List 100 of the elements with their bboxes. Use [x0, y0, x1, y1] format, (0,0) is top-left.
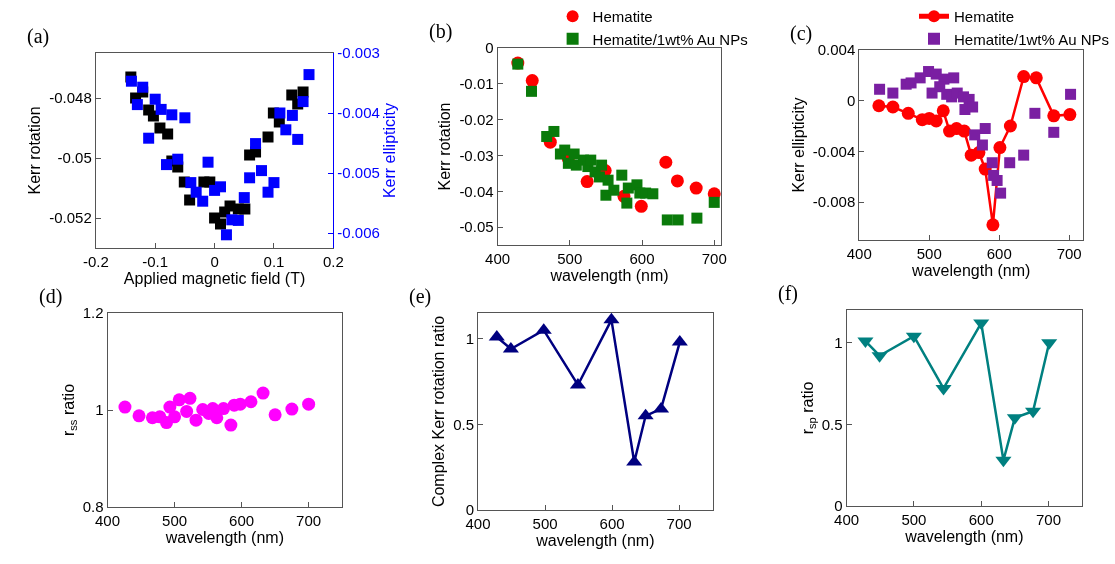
x-tick-label: 0 — [210, 253, 219, 270]
point — [857, 337, 874, 349]
x-tick-label: 600 — [986, 245, 1012, 262]
y-axis-title: Complex Kerr rotation ratio — [430, 315, 448, 508]
point — [670, 174, 684, 188]
x-tick-label: 400 — [465, 515, 491, 532]
point — [303, 69, 315, 81]
y-axis-title: Kerr rotation — [26, 106, 44, 195]
point — [905, 77, 917, 89]
legend-label: Hematite/1wt% Au NPs — [954, 30, 1110, 48]
y-tick-label: -0.03 — [459, 146, 494, 164]
point — [197, 195, 209, 207]
x-tick-label: 600 — [599, 515, 625, 532]
y-axis-title: Kerr rotation — [436, 102, 454, 191]
point — [596, 159, 608, 171]
y-tick-label: 1 — [834, 333, 843, 351]
point — [292, 133, 304, 145]
point — [179, 112, 191, 124]
point — [118, 400, 132, 414]
x-tick-label: 600 — [229, 512, 255, 529]
point — [976, 139, 988, 151]
y-tick-label: 0.004 — [817, 41, 856, 59]
x-tick-label: 700 — [666, 515, 692, 532]
y-tick-label: -0.05 — [57, 149, 92, 167]
x-tick-label: -0.1 — [142, 253, 169, 270]
y-tick-label: 0.5 — [453, 415, 475, 433]
y-tick-label: -0.02 — [459, 110, 494, 128]
point — [901, 106, 915, 120]
point — [239, 203, 251, 215]
point — [232, 214, 244, 226]
point — [991, 174, 1003, 186]
x-tick-label: 600 — [629, 250, 655, 267]
point — [948, 72, 960, 84]
point — [993, 141, 1007, 155]
x-axis-title: wavelength (nm) — [549, 267, 669, 284]
point — [190, 186, 202, 198]
y-tick-label: -0.004 — [812, 142, 856, 160]
y-tick-label: -0.052 — [49, 209, 92, 227]
point — [189, 413, 203, 427]
point — [220, 229, 232, 241]
x-axis-title: wavelength (nm) — [911, 262, 1031, 279]
x-axis-title: wavelength (nm) — [535, 532, 655, 549]
y-tick-label: -0.01 — [459, 75, 494, 93]
point — [1018, 149, 1030, 161]
y-tick-label: -0.04 — [459, 182, 494, 200]
point — [155, 103, 167, 115]
point — [202, 156, 214, 168]
x-tick-label: 700 — [1036, 511, 1062, 528]
point — [621, 197, 633, 209]
point — [280, 124, 292, 136]
point — [874, 83, 886, 95]
x-tick-label: 500 — [901, 511, 927, 528]
point — [147, 110, 159, 122]
point — [659, 155, 673, 169]
point — [1048, 126, 1060, 138]
point — [608, 184, 620, 196]
x-tick-label: 500 — [532, 515, 558, 532]
x-axis-title: wavelength (nm) — [904, 528, 1024, 545]
point — [1063, 108, 1077, 122]
point — [995, 456, 1012, 468]
point — [1029, 71, 1043, 85]
point — [616, 169, 628, 181]
y-tick-label: 1 — [465, 329, 475, 347]
point — [936, 104, 950, 118]
point — [973, 319, 990, 331]
point — [274, 107, 286, 119]
legend-label: Hematite — [592, 8, 653, 26]
chart-title: (b) — [429, 20, 453, 43]
point — [184, 194, 196, 206]
y-tick-label: -0.008 — [812, 193, 856, 211]
y2-tick-label: -0.003 — [337, 44, 380, 62]
point — [580, 175, 594, 189]
point — [526, 85, 538, 97]
chart-title: (a) — [27, 25, 50, 48]
x-tick-label: 500 — [162, 512, 188, 529]
point — [689, 181, 703, 195]
point — [183, 391, 197, 405]
point — [929, 114, 943, 128]
y-tick-label: 0 — [846, 91, 856, 109]
point — [995, 187, 1007, 199]
point — [872, 99, 886, 113]
point — [286, 89, 298, 101]
point — [185, 177, 197, 189]
point — [488, 329, 505, 341]
x-tick-label: 0.1 — [263, 253, 285, 270]
point — [250, 138, 262, 150]
point — [559, 144, 571, 156]
point — [217, 402, 230, 416]
y-tick-label: -0.05 — [459, 218, 494, 236]
point — [125, 75, 137, 87]
y-axis-title: Kerr ellipticity — [789, 97, 807, 193]
chart-title: (f) — [778, 282, 798, 305]
point — [672, 214, 684, 226]
point — [244, 395, 258, 409]
point — [262, 131, 274, 143]
point — [569, 377, 586, 389]
point — [1003, 119, 1017, 133]
point — [986, 157, 998, 169]
point — [602, 174, 614, 186]
y-tick-label: -0.048 — [49, 89, 92, 107]
